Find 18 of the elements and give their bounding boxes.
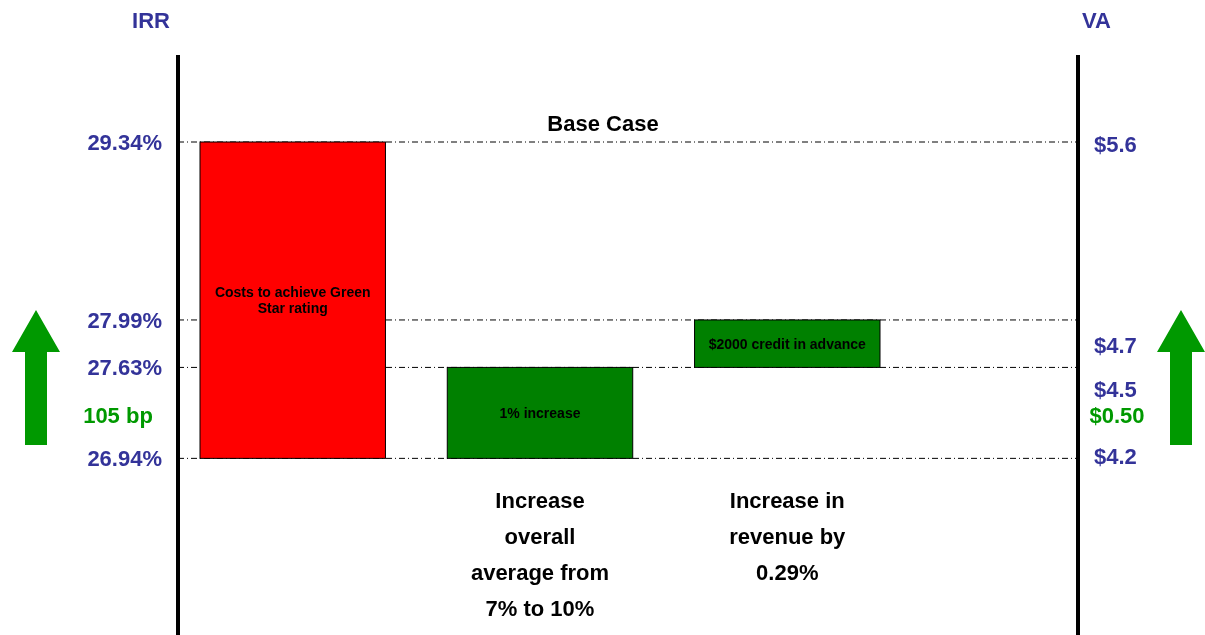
x-tick-label: Increase in revenue by 0.29% bbox=[729, 487, 847, 585]
annotation: Costs to achieve Green Star rating bbox=[214, 284, 371, 316]
annotation: Base Case bbox=[547, 110, 659, 136]
y2-axis-title: VA bbox=[1082, 8, 1112, 33]
y-tick-label: 26.94% bbox=[87, 446, 162, 472]
y2-tick-label: $4.7 bbox=[1094, 332, 1137, 358]
annotation: 1% increase bbox=[499, 404, 581, 421]
y-tick-label: 29.34% bbox=[87, 129, 162, 155]
text: $0.50 bbox=[1089, 402, 1145, 428]
y2-tick-label: $5.6 bbox=[1094, 131, 1137, 157]
y2-tick-label: $4.5 bbox=[1094, 377, 1137, 403]
y-tick-label: 27.63% bbox=[87, 355, 162, 381]
text: 105 bp bbox=[83, 402, 153, 428]
y-axis-title: IRR bbox=[132, 8, 171, 33]
annotation: $2000 credit in advance bbox=[708, 335, 867, 352]
y2-tick-label: $4.2 bbox=[1094, 444, 1137, 470]
y-tick-label: 27.99% bbox=[87, 307, 162, 333]
x-tick-label: Increase overall average from 7% to 10% bbox=[470, 487, 610, 621]
